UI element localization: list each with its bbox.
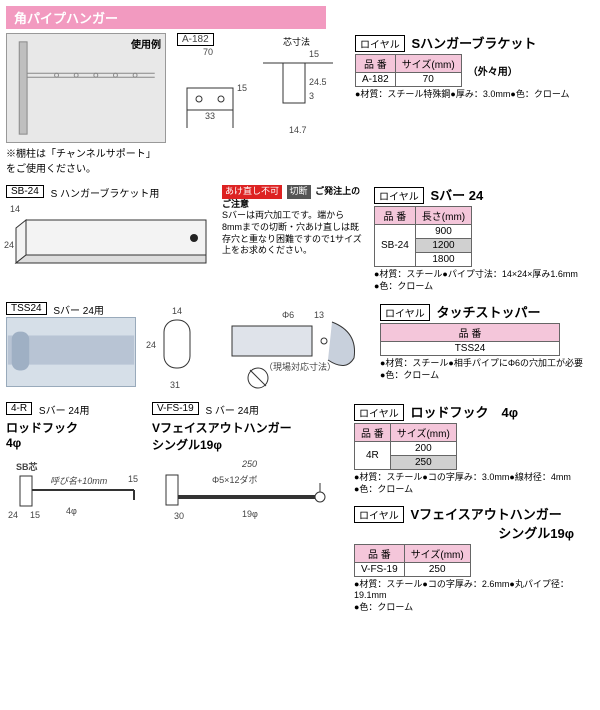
tss24-tag: TSS24 <box>6 302 47 315</box>
tss24-bullets: ●材質：スチール●相手パイプにΦ6の穴加工が必要 ●色：クローム <box>380 358 583 381</box>
sb24-diagram: 14 24 <box>6 200 216 280</box>
section-banner: 角パイプハンガー <box>6 6 326 29</box>
rod4r-title: ロッドフック 4φ <box>410 402 518 421</box>
rod4r-spec: ロイヤル ロッドフック 4φ 品 番サイズ(mm) 4R200 250 ●材質：… <box>354 402 574 495</box>
tss24-title: タッチストッパー <box>436 302 540 321</box>
a182-diagram-1: A-182 70 15 33 <box>177 33 247 143</box>
vfs19-title: Vフェイスアウトハンガー <box>410 504 561 523</box>
tss24-tagsub: Sバー 24用 <box>53 306 104 317</box>
sb24-tag: SB-24 <box>6 185 44 198</box>
rod4r-diagram: SB芯 呼び名+10mm 15 24 15 4φ <box>6 450 146 540</box>
vfs19-tagsub: S バー 24用 <box>205 406 258 417</box>
brand-box: ロイヤル <box>374 187 424 204</box>
vfs19-table: 品 番サイズ(mm) V-FS-19250 <box>354 544 471 577</box>
tss24-dim: 14 24 31 <box>142 302 222 392</box>
warn-chip-2: 切断 <box>287 185 311 199</box>
usage-photo: 使用例 <box>6 33 166 143</box>
rod4r-subtitle: ロッドフック 4φ <box>6 419 146 450</box>
section-tss24: TSS24 Sバー 24用 14 24 31 <box>6 302 594 392</box>
brand-box: ロイヤル <box>354 404 404 421</box>
vfs19-spec: ロイヤル Vフェイスアウトハンガー シングル19φ 品 番サイズ(mm) V-F… <box>354 504 574 614</box>
tss24-assembly: Φ6 13 （現場対応寸法） <box>228 302 368 392</box>
sb24-bullets: ●材質：スチール●パイプ寸法：14×24×厚み1.6mm ●色：クローム <box>374 269 578 292</box>
sb24-warning: あけ直し不可 切断 ご発注上のご注意 Sバーは両穴加工です。端から8mmまでの切… <box>222 185 362 257</box>
channel-note: ※棚柱は「チャンネルサポート」 をご使用ください。 <box>6 145 171 175</box>
a182-tag: A-182 <box>177 33 214 46</box>
brand-box: ロイヤル <box>354 506 404 523</box>
a182-subtitle: （外々用） <box>461 55 524 87</box>
rod4r-bullets: ●材質：スチール●コの字厚み：3.0mm●線材径：4mm ●色：クローム <box>354 472 574 495</box>
rod4r-table: 品 番サイズ(mm) 4R200 250 <box>354 423 457 470</box>
section-a182: 使用例 ※棚柱は「チャンネルサポート」 をご使用ください。 <box>6 33 594 175</box>
warn-body: Sバーは両穴加工です。端から8mmまでの切断・穴あけ直しは既存穴と重なり困難です… <box>222 210 362 257</box>
vfs19-tag: V-FS-19 <box>152 402 199 415</box>
rod4r-tag: 4-R <box>6 402 32 415</box>
vfs19-bullets: ●材質：スチール●コの字厚み：2.6mm●丸パイプ径：19.1mm ●色：クロー… <box>354 579 574 614</box>
rod4r-block: 4-R Sバー 24用 ロッドフック 4φ SB芯 呼び名+10mm 15 24… <box>6 402 146 540</box>
vfs19-diagram: 250 Φ5×12ダボ 30 19φ <box>152 453 342 543</box>
catalog-page: 角パイプハンガー 使用例 ※棚 <box>0 0 600 630</box>
brand-box: ロイヤル <box>380 304 430 321</box>
section-sb24: SB-24 S ハンガーブラケット用 14 24 <box>6 185 594 292</box>
a182-spec: ロイヤル Sハンガーブラケット 品 番サイズ(mm) （外々用） A-18270… <box>355 33 570 101</box>
sb24-title: Sバー 24 <box>430 185 483 204</box>
a182-title: Sハンガーブラケット <box>411 33 536 52</box>
core-label: 芯寸法 <box>283 36 310 47</box>
vfs19-subtitle: Vフェイスアウトハンガー シングル19φ <box>152 419 342 453</box>
warn-chip-1: あけ直し不可 <box>222 185 282 199</box>
brand-box: ロイヤル <box>355 35 405 52</box>
usage-label: 使用例 <box>131 36 161 51</box>
sb24-spec: ロイヤル Sバー 24 品 番長さ(mm) SB-24900 1200 1800… <box>374 185 578 292</box>
a182-table: 品 番サイズ(mm) （外々用） A-18270 <box>355 54 524 87</box>
sb24-tagsub: S ハンガーブラケット用 <box>51 189 160 200</box>
vfs19-block: V-FS-19 S バー 24用 Vフェイスアウトハンガー シングル19φ 25… <box>152 402 342 543</box>
section-bottom: 4-R Sバー 24用 ロッドフック 4φ SB芯 呼び名+10mm 15 24… <box>6 402 594 613</box>
tss24-photo <box>6 317 136 387</box>
vfs19-title2: シングル19φ <box>358 523 574 542</box>
a182-diagram-2: 芯寸法 15 24.5 3 14.7 <box>253 33 343 143</box>
tss24-table: 品 番 TSS24 <box>380 323 560 356</box>
sb24-table: 品 番長さ(mm) SB-24900 1200 1800 <box>374 206 472 267</box>
rod4r-tagsub: Sバー 24用 <box>39 406 90 417</box>
tss24-spec: ロイヤル タッチストッパー 品 番 TSS24 ●材質：スチール●相手パイプにΦ… <box>380 302 583 381</box>
a182-bullets: ●材質：スチール特殊鋼●厚み：3.0mm●色：クローム <box>355 89 570 101</box>
